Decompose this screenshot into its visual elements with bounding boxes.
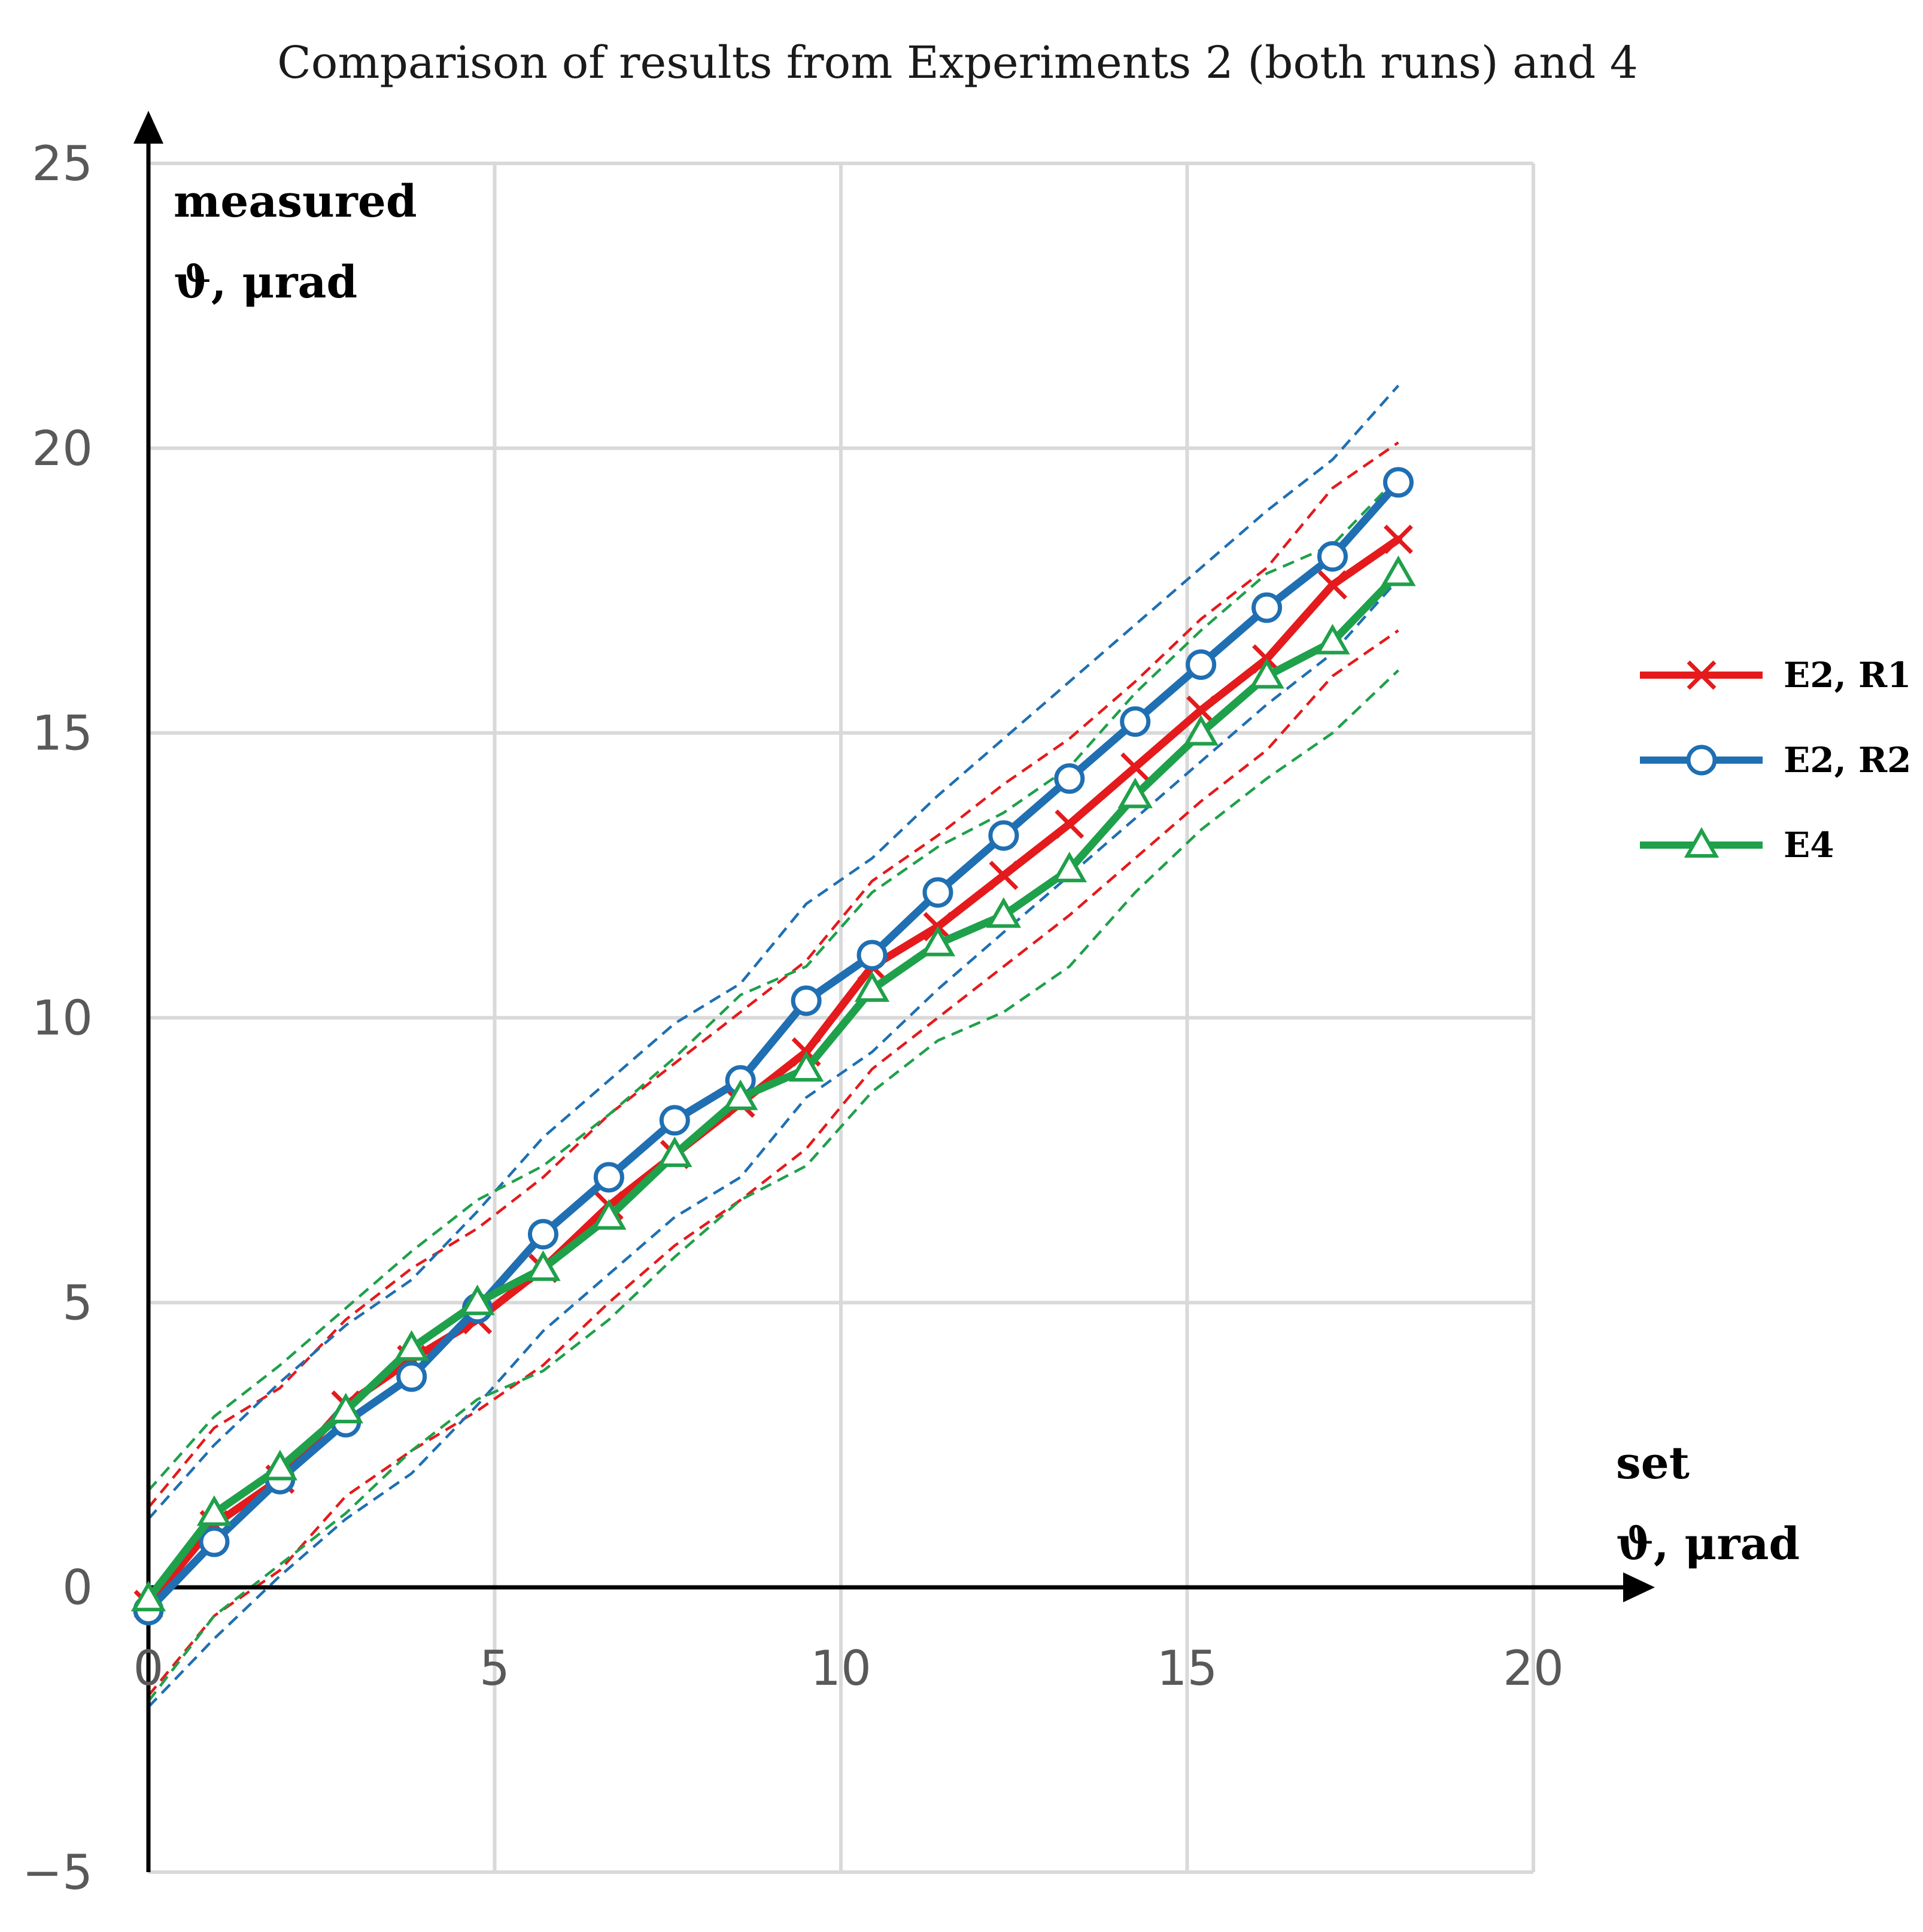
data-point [788,1051,824,1082]
series-line-1 [144,478,1402,1614]
y-tick-label: 15 [32,706,93,761]
series [130,467,1416,1626]
data-point [1120,706,1151,737]
legend-item: E2, R2 [1640,740,1912,780]
band-upper-1 [147,384,1400,1520]
band-lower-1 [147,578,1400,1708]
data-point [460,1284,495,1316]
data-point [593,1162,624,1193]
tick-labels: −5 0 5 10 15 20 25 0 5 10 15 20 [22,136,1564,1900]
y-axis-label: ϑ, μrad [174,257,357,308]
data-point [394,1330,429,1361]
legend-item: E4 [1640,825,1834,865]
data-point [920,925,956,956]
y-axis-label: measured [174,176,417,227]
data-point [527,1219,558,1250]
data-point [130,1581,166,1612]
y-tick-label: 10 [32,991,93,1046]
data-point [328,1393,363,1424]
legend-item: E2, R1 [1640,655,1912,695]
x-axis-label: ϑ, μrad [1616,1518,1800,1570]
data-point [1317,570,1347,600]
data-point [1381,555,1416,587]
y-axis-arrow [133,111,163,144]
data-point [1052,852,1087,883]
axis-labels: measured ϑ, μrad set ϑ, μrad [174,176,1800,1570]
data-point [1054,763,1085,794]
legend-marker [1686,745,1717,776]
data-point [1186,649,1217,680]
legend: E2, R1 E2, R2 E4 [1640,655,1912,865]
grid [148,162,1535,1874]
data-point [989,861,1019,891]
y-tick-label: 0 [62,1560,93,1615]
legend-label: E2, R2 [1784,740,1912,780]
x-axis-arrow [1623,1572,1655,1603]
x-axis-label: set [1616,1438,1690,1489]
data-point [657,1136,692,1167]
legend-label: E4 [1784,825,1834,865]
data-point [856,940,888,971]
data-point [791,985,822,1016]
data-point [1251,592,1283,623]
x-tick-label: 10 [810,1641,871,1696]
data-point [1315,624,1350,655]
x-tick-label: 15 [1157,1641,1218,1696]
legend-label: E2, R1 [1784,655,1912,695]
legend-marker [1684,827,1720,858]
x-tick-label: 0 [133,1641,164,1696]
data-point [396,1361,427,1392]
data-point [922,877,953,908]
data-point [1183,715,1219,746]
band-upper-0 [147,441,1399,1509]
data-point [199,1526,230,1557]
band-lower-2 [147,669,1399,1702]
data-point [1186,695,1216,725]
x-tick-label: 5 [479,1641,510,1696]
chart-title: Comparison of results from Experiments 2… [277,37,1638,89]
data-point [262,1450,297,1481]
data-point [854,971,890,1002]
y-tick-label: 5 [62,1275,93,1330]
data-point [723,1079,758,1110]
data-point [1055,809,1084,839]
data-point [988,820,1019,851]
axes [133,111,1655,1872]
series-line-2 [144,569,1402,1603]
data-point [1317,541,1348,572]
y-tick-label: −5 [22,1845,93,1900]
data-point [986,897,1022,928]
data-point [1249,658,1284,689]
data-point [591,1199,627,1230]
data-point [1383,524,1413,554]
band-lower-0 [147,629,1399,1697]
y-tick-label: 25 [32,136,93,192]
data-point [525,1250,561,1281]
data-point [659,1105,690,1136]
y-tick-label: 20 [32,421,93,476]
confidence-bands [147,384,1400,1708]
data-point [196,1495,232,1526]
data-point [1120,752,1150,782]
x-tick-label: 20 [1503,1641,1564,1696]
legend-marker [1687,660,1717,690]
data-point [1117,777,1153,809]
band-upper-2 [147,475,1400,1491]
data-point [1383,467,1414,498]
